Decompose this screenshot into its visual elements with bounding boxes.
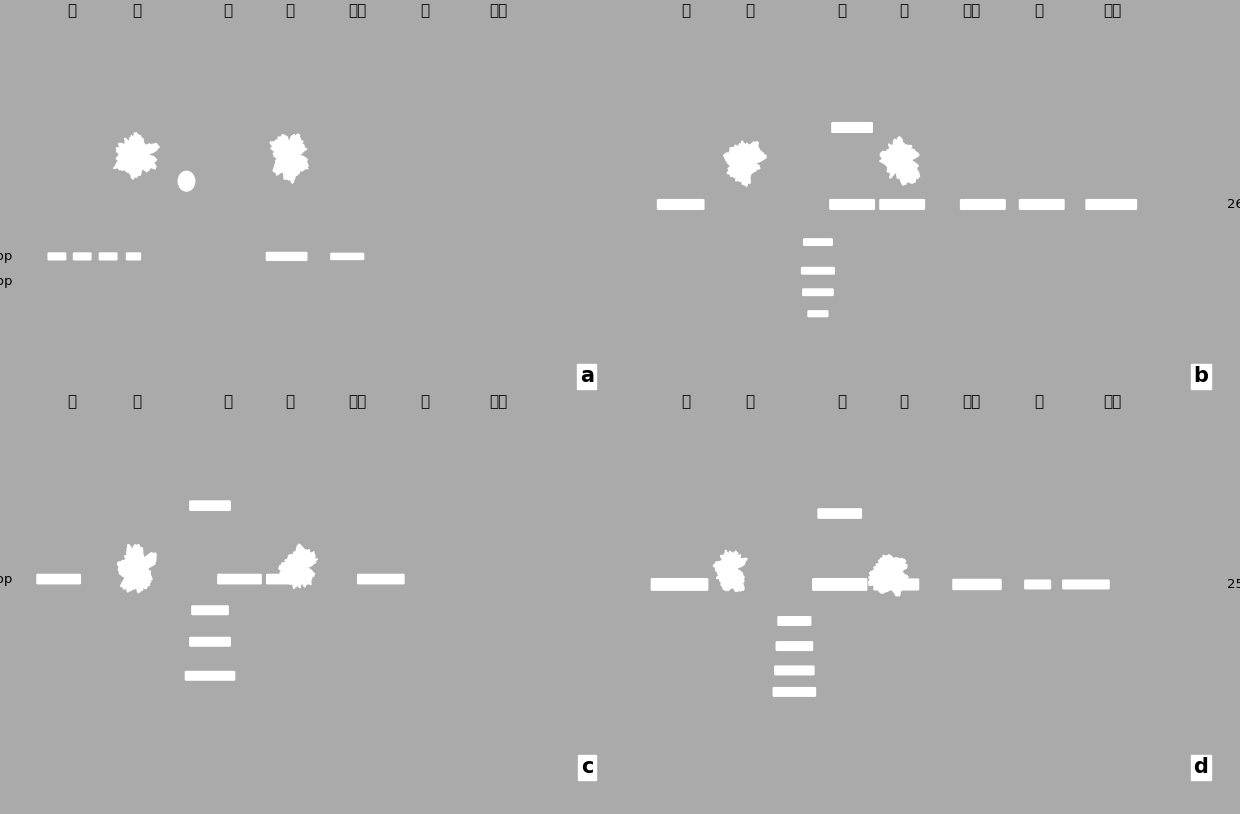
FancyBboxPatch shape xyxy=(1085,199,1137,210)
Polygon shape xyxy=(724,141,766,186)
FancyBboxPatch shape xyxy=(267,574,311,584)
FancyBboxPatch shape xyxy=(265,252,308,261)
Text: 浅粉: 浅粉 xyxy=(1104,3,1121,18)
Text: 白: 白 xyxy=(745,3,755,18)
FancyBboxPatch shape xyxy=(801,267,835,274)
Text: 红: 红 xyxy=(681,3,689,18)
Text: 粉: 粉 xyxy=(420,3,429,18)
Text: 红: 红 xyxy=(67,3,76,18)
FancyBboxPatch shape xyxy=(773,687,816,697)
FancyBboxPatch shape xyxy=(73,252,92,260)
FancyBboxPatch shape xyxy=(812,578,868,591)
Polygon shape xyxy=(879,137,920,185)
FancyBboxPatch shape xyxy=(330,252,365,260)
FancyBboxPatch shape xyxy=(879,199,925,210)
FancyBboxPatch shape xyxy=(817,508,862,519)
FancyBboxPatch shape xyxy=(952,579,1002,590)
Polygon shape xyxy=(713,550,746,592)
FancyBboxPatch shape xyxy=(774,665,815,676)
Text: b: b xyxy=(1193,366,1208,387)
FancyBboxPatch shape xyxy=(190,637,231,647)
FancyBboxPatch shape xyxy=(960,199,1006,210)
Text: 深粉: 深粉 xyxy=(348,3,366,18)
FancyBboxPatch shape xyxy=(804,239,833,246)
Polygon shape xyxy=(270,134,309,183)
Text: 红: 红 xyxy=(837,394,846,409)
Text: 白: 白 xyxy=(131,394,141,409)
Text: 白: 白 xyxy=(285,3,294,18)
FancyBboxPatch shape xyxy=(1063,580,1110,589)
Text: 白: 白 xyxy=(745,394,755,409)
Text: 深粉: 深粉 xyxy=(962,394,980,409)
FancyBboxPatch shape xyxy=(190,501,231,511)
Text: 白: 白 xyxy=(899,3,908,18)
Text: 127bp: 127bp xyxy=(0,275,12,288)
Text: 白: 白 xyxy=(899,394,908,409)
Text: 浅粉: 浅粉 xyxy=(490,394,507,409)
FancyBboxPatch shape xyxy=(36,574,81,584)
FancyBboxPatch shape xyxy=(775,641,813,651)
Polygon shape xyxy=(118,545,156,593)
Text: 深粉: 深粉 xyxy=(348,394,366,409)
FancyBboxPatch shape xyxy=(1019,199,1065,210)
FancyBboxPatch shape xyxy=(777,616,811,626)
Ellipse shape xyxy=(179,172,195,191)
Text: 粉: 粉 xyxy=(420,394,429,409)
FancyBboxPatch shape xyxy=(831,122,873,133)
Text: 红: 红 xyxy=(681,394,689,409)
FancyBboxPatch shape xyxy=(99,252,118,260)
Polygon shape xyxy=(113,133,159,179)
Text: 265bp: 265bp xyxy=(1228,198,1240,211)
FancyBboxPatch shape xyxy=(651,578,708,591)
Text: 粉: 粉 xyxy=(1034,3,1043,18)
Text: 浅粉: 浅粉 xyxy=(490,3,507,18)
Text: 红: 红 xyxy=(223,3,232,18)
FancyBboxPatch shape xyxy=(357,574,404,584)
Text: 白: 白 xyxy=(285,394,294,409)
Text: 粉: 粉 xyxy=(1034,394,1043,409)
FancyBboxPatch shape xyxy=(125,252,141,260)
Text: 白: 白 xyxy=(131,3,141,18)
Text: a: a xyxy=(580,366,594,387)
Text: 红: 红 xyxy=(67,394,76,409)
FancyBboxPatch shape xyxy=(807,310,828,317)
Polygon shape xyxy=(279,544,317,589)
FancyBboxPatch shape xyxy=(185,671,236,681)
FancyBboxPatch shape xyxy=(802,288,833,296)
Text: 红: 红 xyxy=(223,394,232,409)
FancyBboxPatch shape xyxy=(217,574,262,584)
FancyBboxPatch shape xyxy=(873,579,919,590)
Text: 165bp: 165bp xyxy=(0,250,12,263)
FancyBboxPatch shape xyxy=(830,199,875,210)
FancyBboxPatch shape xyxy=(47,252,66,260)
Text: 250bp: 250bp xyxy=(1228,578,1240,591)
FancyBboxPatch shape xyxy=(657,199,704,210)
Text: d: d xyxy=(1193,757,1208,777)
Text: c: c xyxy=(580,757,593,777)
Text: 276bp: 276bp xyxy=(0,572,12,585)
FancyBboxPatch shape xyxy=(1024,580,1052,589)
Text: 深粉: 深粉 xyxy=(962,3,980,18)
Text: 浅粉: 浅粉 xyxy=(1104,394,1121,409)
FancyBboxPatch shape xyxy=(191,606,229,615)
Text: 红: 红 xyxy=(837,3,846,18)
Polygon shape xyxy=(869,555,908,596)
